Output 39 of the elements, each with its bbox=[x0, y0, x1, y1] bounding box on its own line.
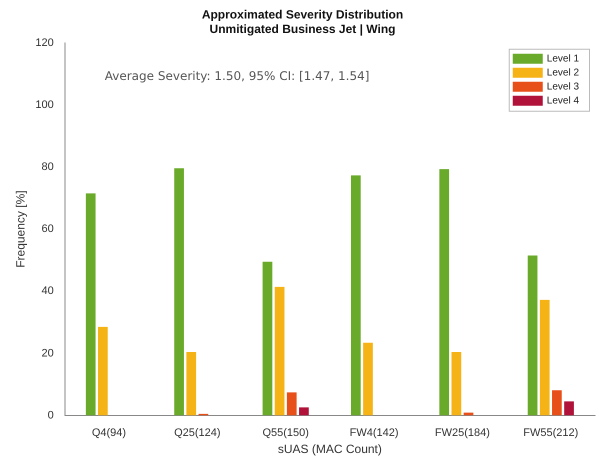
bar bbox=[286, 392, 297, 416]
bar bbox=[186, 352, 196, 416]
bar bbox=[174, 168, 184, 416]
bar bbox=[98, 326, 108, 416]
x-tick-label: FW25(184) bbox=[434, 427, 490, 440]
legend-label: Level 2 bbox=[546, 68, 580, 79]
bar bbox=[262, 262, 272, 416]
bar bbox=[564, 401, 574, 416]
legend-label: Level 3 bbox=[546, 82, 580, 93]
y-axis-title: Frequency [%] bbox=[14, 190, 28, 268]
x-tick-label: Q55(150) bbox=[262, 427, 309, 440]
bar bbox=[86, 193, 96, 416]
chart-title: Approximated Severity Distribution bbox=[202, 8, 404, 22]
x-tick-label: Q25(124) bbox=[174, 427, 221, 440]
bar bbox=[528, 255, 538, 416]
bar bbox=[363, 342, 373, 416]
legend-label: Level 1 bbox=[546, 54, 580, 65]
x-tick-label: FW55(212) bbox=[523, 427, 578, 440]
bar bbox=[452, 352, 462, 416]
bar bbox=[552, 390, 562, 416]
bar bbox=[350, 175, 361, 416]
x-axis-title: sUAS (MAC Count) bbox=[278, 442, 382, 456]
bar bbox=[464, 412, 474, 416]
legend-label: Level 4 bbox=[546, 96, 580, 107]
x-tick-label: Q4(94) bbox=[92, 427, 126, 440]
y-tick-label: 20 bbox=[42, 347, 54, 360]
y-tick-label: 100 bbox=[35, 98, 54, 111]
y-tick-label: 120 bbox=[35, 36, 54, 49]
bar bbox=[274, 286, 284, 416]
chart-subtitle: Unmitigated Business Jet | Wing bbox=[210, 22, 396, 36]
annotation: Average Severity: 1.50, 95% CI: [1.47, 1.54] bbox=[104, 68, 370, 83]
bar bbox=[439, 169, 450, 416]
bar bbox=[299, 407, 309, 416]
y-tick-label: 80 bbox=[42, 161, 54, 174]
y-tick-label: 0 bbox=[48, 409, 54, 422]
x-tick-label: FW4(142) bbox=[350, 427, 399, 440]
y-tick-label: 60 bbox=[42, 223, 54, 236]
bar bbox=[540, 300, 550, 416]
y-tick-label: 40 bbox=[42, 285, 54, 298]
